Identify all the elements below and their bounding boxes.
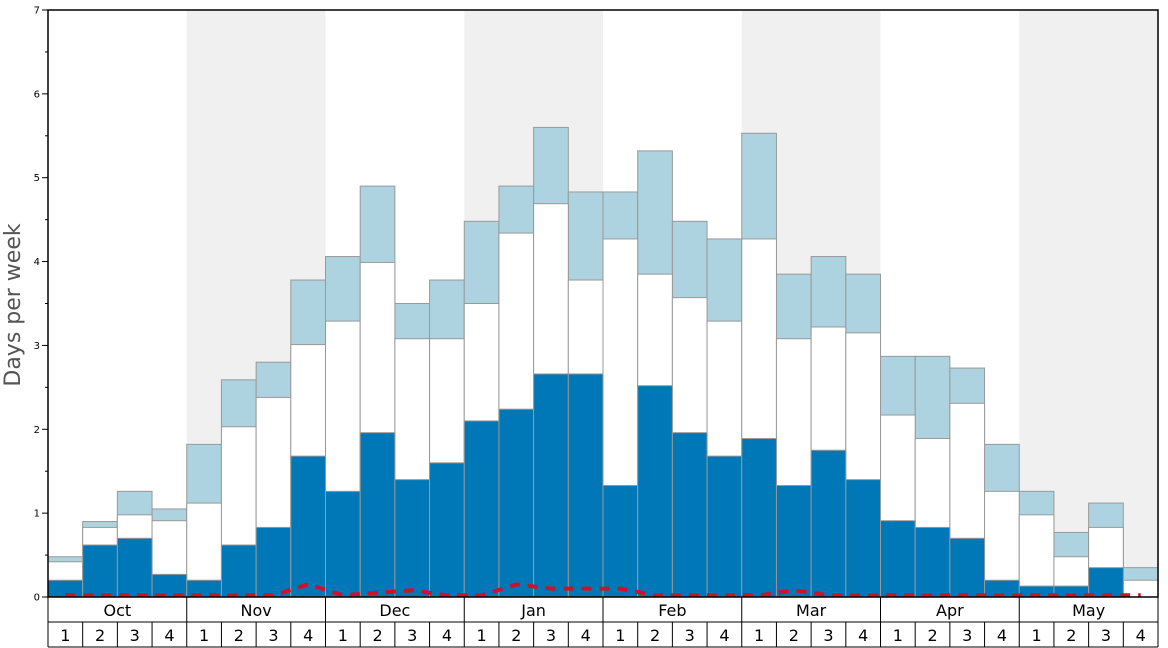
axis-ticks (42, 9, 48, 598)
bar-middle (984, 490, 1020, 598)
y-tick-label: 6 (34, 89, 40, 100)
bar-bottom (741, 438, 777, 598)
bar-bottom (359, 432, 396, 598)
bar-bottom (255, 526, 292, 598)
week-label: 1 (754, 626, 764, 645)
bar-bottom (810, 449, 847, 598)
bar-bottom (880, 520, 916, 598)
week-label: 4 (858, 626, 868, 645)
week-label: 1 (199, 626, 209, 645)
plot-frame (47, 9, 1159, 598)
week-label: 2 (234, 626, 244, 645)
bars (47, 126, 1159, 598)
week-label: 2 (95, 626, 105, 645)
bar-bottom (394, 479, 431, 598)
month-label: Nov (241, 601, 272, 620)
bar-bottom (498, 408, 535, 598)
y-tick-label: 2 (34, 425, 40, 436)
week-label: 2 (927, 626, 937, 645)
bar-bottom (463, 420, 500, 598)
week-label: 1 (1032, 626, 1042, 645)
y-tick-label: 0 (34, 593, 40, 604)
y-tick-label: 7 (34, 6, 40, 17)
bar-bottom (914, 526, 951, 598)
week-label: 4 (442, 626, 452, 645)
month-label: Oct (104, 601, 132, 620)
week-label: 2 (1066, 626, 1076, 645)
y-tick-label: 5 (34, 173, 40, 184)
axis-labels: 0 1 2 3 4 5 6 7 Oct Nov Dec Jan Feb Mar Apr May 1 2 3 4 1 2 3 4… (34, 6, 1159, 648)
bar-bottom (671, 432, 708, 598)
week-label: 3 (268, 626, 278, 645)
month-label: Jan (520, 601, 546, 620)
bar-bottom (533, 373, 569, 598)
line-series (65, 582, 1141, 598)
bar-bottom (220, 544, 257, 598)
bar-bottom (775, 484, 812, 598)
week-label: 2 (650, 626, 660, 645)
month-label: Mar (796, 601, 827, 620)
week-label: 2 (372, 626, 382, 645)
week-label: 1 (893, 626, 903, 645)
week-label: 3 (407, 626, 417, 645)
month-label: May (1072, 601, 1105, 620)
week-label: 1 (338, 626, 348, 645)
week-label: 1 (615, 626, 625, 645)
week-label: 3 (130, 626, 140, 645)
week-label: 4 (1136, 626, 1146, 645)
bar-bottom (845, 479, 881, 598)
week-label: 3 (546, 626, 556, 645)
y-tick-label: 3 (34, 341, 40, 352)
week-label: 4 (997, 626, 1007, 645)
y-axis-label: Days per week (1, 223, 26, 386)
week-label: 2 (511, 626, 521, 645)
bar-bottom (116, 537, 153, 598)
week-label: 2 (789, 626, 799, 645)
bar-bottom (637, 385, 673, 598)
week-label: 3 (1101, 626, 1111, 645)
line-path (65, 582, 1141, 598)
y-tick-label: 1 (34, 509, 40, 520)
week-label: 4 (719, 626, 729, 645)
month-label: Feb (658, 601, 686, 620)
bar-bottom (567, 373, 604, 598)
week-label: 3 (962, 626, 972, 645)
week-label: 1 (60, 626, 70, 645)
month-label: Dec (379, 601, 410, 620)
bar-bottom (1088, 567, 1124, 598)
bar-bottom (290, 455, 326, 598)
week-label: 4 (303, 626, 313, 645)
week-label: 1 (477, 626, 487, 645)
bar-bottom (82, 544, 118, 598)
week-label: 3 (685, 626, 695, 645)
week-label: 4 (581, 626, 591, 645)
bar-middle (1018, 514, 1055, 598)
bar-bottom (325, 490, 361, 598)
week-label: 3 (823, 626, 833, 645)
bar-bottom (949, 537, 986, 598)
bar-bottom (706, 455, 743, 598)
y-tick-label: 4 (34, 257, 40, 268)
bar-bottom (429, 462, 465, 598)
bar-bottom (602, 484, 639, 598)
week-label: 4 (164, 626, 174, 645)
month-label: Apr (936, 601, 964, 620)
